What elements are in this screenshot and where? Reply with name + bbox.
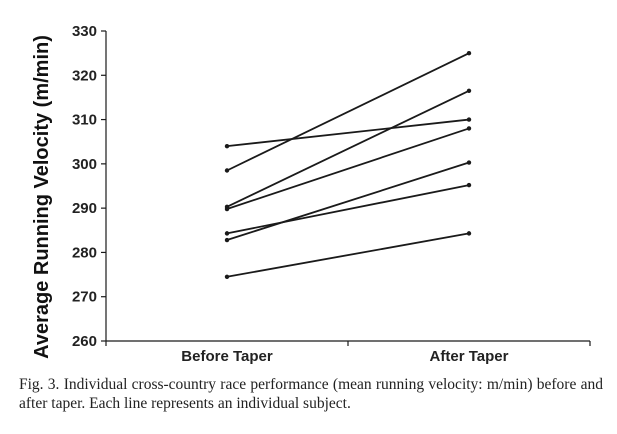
data-point xyxy=(224,274,230,279)
data-point xyxy=(224,168,230,173)
figure-caption: Fig. 3. Individual cross-country race pe… xyxy=(19,376,603,412)
y-tick-label: 290 xyxy=(72,200,97,217)
y-axis-label: Average Running Velocity (m/min) xyxy=(31,35,53,359)
y-tick-label: 260 xyxy=(72,333,97,350)
series-segment xyxy=(226,52,470,172)
x-axis: Before Taper After Taper xyxy=(105,340,591,365)
data-point xyxy=(224,231,230,236)
series-line xyxy=(224,126,472,212)
data-point xyxy=(466,231,472,236)
y-tick-label: 330 xyxy=(72,23,97,40)
series-line xyxy=(224,160,472,243)
y-tick-label: 310 xyxy=(72,112,97,129)
series-line xyxy=(224,88,472,210)
x-category-label: Before Taper xyxy=(181,348,273,365)
data-point xyxy=(466,50,472,56)
y-tick-label: 300 xyxy=(72,156,97,173)
data-point xyxy=(224,206,230,212)
y-tick-label: 280 xyxy=(72,244,97,261)
y-axis: 260 270 280 290 300 310 320 330 xyxy=(72,23,107,350)
y-tick-label: 270 xyxy=(72,289,97,306)
data-point xyxy=(466,182,472,188)
series-segment xyxy=(226,89,470,208)
chart: Average Running Velocity (m/min) 2602702… xyxy=(31,23,591,365)
series-segment xyxy=(226,232,470,278)
series-segment xyxy=(226,118,470,148)
x-category-label: After Taper xyxy=(430,348,509,365)
data-point xyxy=(224,143,230,149)
data-point xyxy=(466,160,472,165)
data-point xyxy=(466,126,472,131)
data-point xyxy=(224,237,230,243)
y-tick-label: 320 xyxy=(72,67,97,84)
series-line xyxy=(224,231,472,279)
series-line xyxy=(224,117,472,149)
series-segment xyxy=(226,184,470,235)
series-segment xyxy=(226,161,470,241)
series-line xyxy=(224,182,472,236)
data-point xyxy=(466,88,472,93)
data-point xyxy=(466,117,472,122)
series-lines xyxy=(224,50,472,279)
series-segment xyxy=(226,127,470,210)
series-line xyxy=(224,50,472,173)
